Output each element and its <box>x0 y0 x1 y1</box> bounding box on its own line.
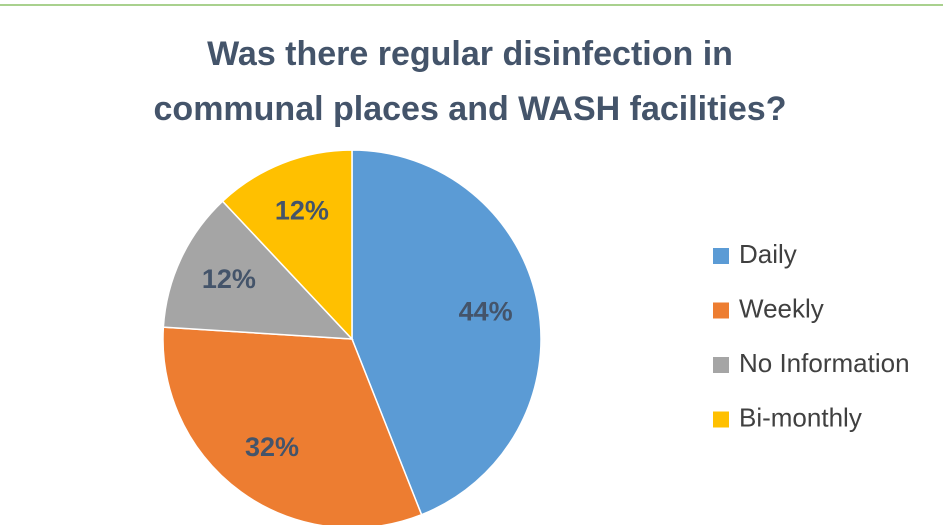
legend-label: Bi-monthly <box>739 402 862 432</box>
data-label: 32% <box>245 432 299 462</box>
legend-swatch <box>713 411 729 428</box>
legend-swatch <box>713 248 729 264</box>
pie-slice <box>221 149 353 341</box>
legend-label: No Information <box>739 348 910 378</box>
legend-label: Weekly <box>739 293 824 323</box>
legend-label: Daily <box>739 239 797 269</box>
legend-swatch <box>713 302 729 319</box>
data-label: 12% <box>275 196 329 226</box>
pie-slice <box>351 149 542 516</box>
chart-title: communal places and WASH facilities? <box>154 90 787 128</box>
data-label: 12% <box>202 264 256 294</box>
pie-slice <box>162 326 423 525</box>
data-label: 44% <box>459 297 513 327</box>
legend-swatch <box>713 357 729 373</box>
pie-slice <box>162 200 354 340</box>
chart-title: Was there regular disinfection in <box>207 35 733 73</box>
